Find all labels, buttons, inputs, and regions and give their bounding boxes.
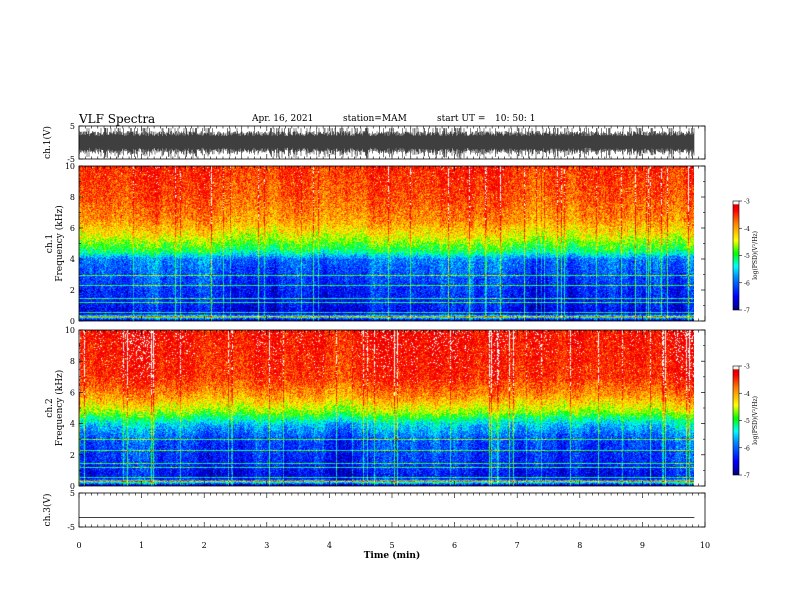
ch2-spectrogram-ytick-label: 4 — [70, 420, 75, 429]
ch1-spectrogram-ylabel: Frequency (kHz) — [54, 205, 65, 282]
ch1-spectrogram-colorbar-tick-label: -4 — [744, 226, 750, 233]
ch3-waveform-ytick-label: -5 — [67, 523, 75, 532]
chart-title: VLF Spectra — [79, 112, 156, 126]
ch2-spectrogram-colorbar — [733, 366, 739, 475]
ch2-spectrogram-ylabel: Frequency (kHz) — [54, 370, 65, 447]
ch2-spectrogram-image — [79, 330, 694, 486]
start-ut-label: start UT = — [437, 114, 486, 124]
ch2-spectrogram-ytick-label: 0 — [70, 482, 75, 491]
ch2-spectrogram-ytick-label: 8 — [70, 357, 75, 366]
xtick-label: 3 — [264, 541, 269, 550]
ch2-spectrogram-colorbar-label: log(PSD)(V²/Hz) — [752, 396, 759, 445]
ch2-spectrogram-ytick-label: 10 — [65, 326, 75, 335]
start-ut-value: 10: 50: 1 — [495, 114, 536, 124]
ch3-waveform-frame — [78, 492, 706, 528]
xtick-label: 6 — [452, 541, 457, 550]
ch2-spectrogram-ytick-label: 2 — [70, 451, 75, 460]
ch1-spectrogram-colorbar-tick-label: -3 — [744, 199, 750, 206]
ch2-spectrogram-ytick-label: 6 — [70, 388, 75, 397]
ch1-spectrogram-ylabel-channel: ch.1 — [45, 234, 55, 253]
x-axis-label: Time (min) — [364, 550, 421, 561]
xtick-label: 9 — [640, 541, 645, 550]
ch1-spectrogram-colorbar-tick-label: -7 — [744, 308, 750, 315]
ch1-waveform-ytick-label: -5 — [67, 155, 75, 164]
ch1-waveform-ylabel: ch.1(V) — [42, 126, 53, 159]
ch2-spectrogram-colorbar-tick-label: -6 — [744, 445, 750, 452]
ch1-spectrogram-colorbar-label: log(PSD)(V²/Hz) — [752, 231, 759, 280]
ch1-spectrogram-colorbar-tick-label: -5 — [744, 253, 750, 260]
xtick-label: 7 — [515, 541, 520, 550]
ch2-spectrogram-ylabel-channel: ch.2 — [45, 398, 55, 417]
xtick-label: 0 — [76, 541, 81, 550]
xtick-label: 8 — [577, 541, 582, 550]
xtick-label: 1 — [139, 541, 144, 550]
ch1-spectrogram-image — [79, 166, 694, 321]
ch2-spectrogram-colorbar-tick-label: -4 — [744, 391, 750, 398]
ch2-spectrogram-colorbar-tick-label: -7 — [744, 473, 750, 480]
ch1-spectrogram-ytick-label: 2 — [70, 286, 75, 295]
xtick-label: 5 — [389, 541, 394, 550]
xtick-label: 10 — [700, 541, 710, 550]
ch1-spectrogram-ytick-label: 8 — [70, 193, 75, 202]
ch1-waveform-trace — [78, 128, 695, 159]
xtick-label: 4 — [327, 541, 332, 550]
station-label: station=MAM — [343, 114, 407, 124]
ch1-spectrogram-colorbar — [733, 201, 739, 310]
ch1-spectrogram-ytick-label: 6 — [70, 224, 75, 233]
ch2-spectrogram-colorbar-tick-label: -3 — [744, 364, 750, 371]
ch1-spectrogram-ytick-label: 4 — [70, 255, 75, 264]
ch1-spectrogram-colorbar-tick-label: -6 — [744, 280, 750, 287]
date-label: Apr. 16, 2021 — [252, 114, 314, 124]
xtick-label: 2 — [202, 541, 207, 550]
ch1-spectrogram-ytick-label: 10 — [65, 162, 75, 171]
ch3-waveform-ylabel: ch.3(V) — [42, 494, 53, 527]
ch3-waveform-ytick-label: 5 — [70, 489, 75, 498]
ch1-spectrogram-ytick-label: 0 — [70, 317, 75, 326]
ch2-spectrogram-colorbar-tick-label: -5 — [744, 418, 750, 425]
ch1-waveform-ytick-label: 5 — [70, 122, 75, 131]
